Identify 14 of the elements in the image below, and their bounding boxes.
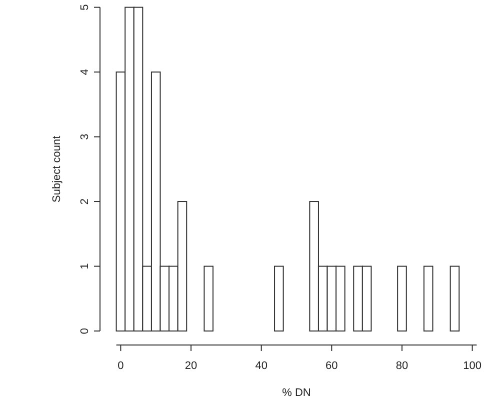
x-tick-label: 80 — [396, 360, 408, 372]
y-tick-label: 5 — [79, 4, 91, 10]
y-tick-label: 2 — [79, 198, 91, 205]
y-tick-label: 0 — [79, 328, 91, 334]
x-tick-label: 0 — [118, 360, 124, 372]
y-axis-title: Subject count — [51, 136, 63, 202]
x-tick-label: 20 — [184, 360, 198, 372]
x-tick-label: 100 — [463, 360, 482, 372]
x-tick-label: 40 — [255, 360, 268, 372]
x-tick-label: 60 — [326, 360, 338, 372]
x-axis-title: % DN — [282, 387, 311, 399]
y-tick-label: 4 — [79, 68, 91, 76]
y-tick-label: 1 — [79, 263, 91, 270]
y-tick-label: 3 — [79, 134, 91, 140]
